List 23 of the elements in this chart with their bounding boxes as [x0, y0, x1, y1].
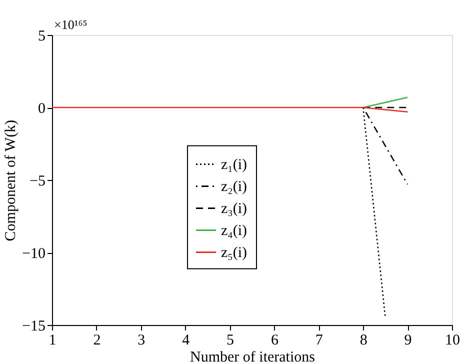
- legend-label: z₂(i): [221, 179, 248, 196]
- x-tick-label: 6: [270, 332, 279, 348]
- x-tick-label: 7: [315, 332, 324, 348]
- x-tick-label: 10: [445, 332, 460, 348]
- y-tick-label: 5: [38, 28, 46, 44]
- text: ×10¹⁶⁵: [54, 17, 88, 32]
- x-tick-label: 8: [360, 332, 368, 348]
- y-tick-label: 0: [38, 101, 46, 117]
- x-tick-label: 1: [48, 332, 56, 348]
- legend-label: z₃(i): [221, 201, 248, 218]
- x-tick-label: 4: [182, 332, 190, 348]
- legend-label: z₁(i): [221, 157, 248, 174]
- x-tick-label: 5: [226, 332, 234, 348]
- legend-label: z₅(i): [221, 245, 248, 262]
- x-tick-label: 3: [138, 332, 146, 348]
- y-axis-title: Component of W(k): [3, 120, 20, 242]
- x-tick-label: 2: [93, 332, 101, 348]
- y-tick-label: −15: [22, 318, 46, 334]
- y-tick-label: −5: [30, 174, 46, 190]
- x-tick-label: 9: [404, 332, 412, 348]
- y-tick-label: −10: [22, 246, 46, 262]
- legend-label: z₄(i): [221, 223, 248, 240]
- x-axis-title: Number of iterations: [190, 350, 316, 362]
